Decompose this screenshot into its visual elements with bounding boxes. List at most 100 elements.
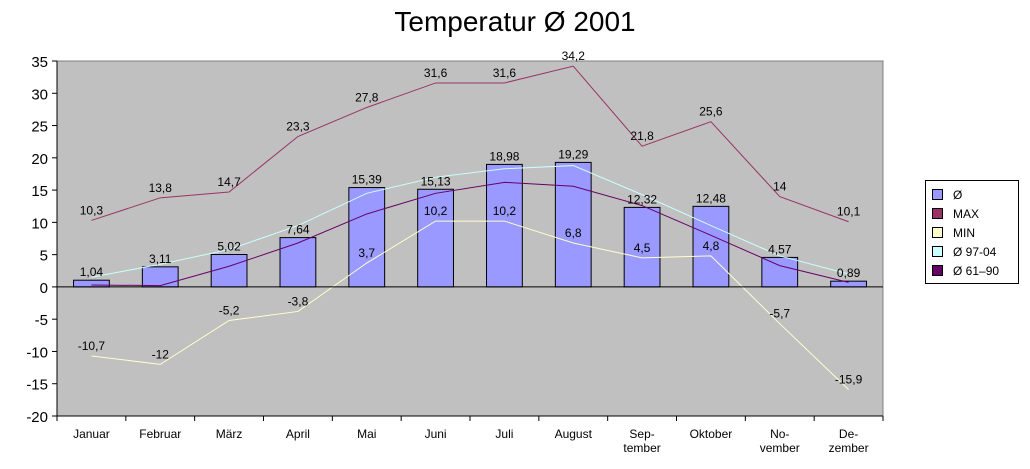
x-tick-label-line: tember <box>623 441 660 455</box>
x-tick-label-line: Januar <box>73 427 110 441</box>
data-label: 19,29 <box>558 147 588 161</box>
data-label: 10,3 <box>80 203 104 217</box>
data-label: 15,39 <box>352 173 382 187</box>
data-label: 10,1 <box>837 205 861 219</box>
x-tick-label: März <box>216 427 243 441</box>
data-label: -3,8 <box>288 294 309 308</box>
bar-5 <box>417 188 454 288</box>
legend-label: MAX <box>953 206 980 221</box>
data-label: 31,6 <box>493 66 517 80</box>
series-line-1 <box>91 220 849 390</box>
x-tick-label-line: Juli <box>495 427 513 441</box>
legend-swatch <box>932 227 943 238</box>
data-label: 12,48 <box>696 191 726 205</box>
data-label: 10,2 <box>424 204 448 218</box>
y-tick-label: 35 <box>31 54 48 71</box>
bar-2 <box>210 254 248 288</box>
legend-label: Ø <box>953 187 963 202</box>
data-label: 0,89 <box>837 266 861 280</box>
x-tick-label-line: De- <box>839 427 858 441</box>
data-label: 34,2 <box>562 49 586 63</box>
legend-label: Ø 97-04 <box>953 244 997 259</box>
data-label: -12 <box>152 347 170 361</box>
data-label: 6,8 <box>565 226 582 240</box>
chart-title: Temperatur Ø 2001 <box>394 6 636 37</box>
legend-swatch <box>932 189 943 200</box>
x-tick-label-line: März <box>216 427 243 441</box>
data-label: 4,8 <box>703 239 720 253</box>
data-label: 18,98 <box>489 149 519 163</box>
data-label: 14,7 <box>217 175 241 189</box>
y-tick-label: 0 <box>40 280 48 297</box>
data-label: 4,5 <box>634 241 651 255</box>
data-label: -5,2 <box>219 303 240 317</box>
y-tick-label: -5 <box>35 312 48 329</box>
data-label: -10,7 <box>78 339 106 353</box>
data-label: 1,04 <box>80 265 104 279</box>
data-label: 27,8 <box>355 90 379 104</box>
x-tick-label: April <box>286 427 310 441</box>
x-tick-label-line: zember <box>829 441 869 455</box>
lines-layer <box>91 65 849 390</box>
y-tick-label: 30 <box>31 86 48 103</box>
data-label: 3,7 <box>358 246 375 260</box>
legend-item: Ø <box>932 185 1012 204</box>
x-tick-label: Sep-tember <box>623 427 660 455</box>
series-line-0 <box>91 65 849 223</box>
x-tick-label: Oktober <box>690 427 733 441</box>
x-tick-label: Mai <box>357 427 376 441</box>
data-label: 15,13 <box>421 174 451 188</box>
data-label: -15,9 <box>835 373 863 387</box>
x-tick-label-line: Oktober <box>690 427 733 441</box>
y-tick-label: 15 <box>31 183 48 200</box>
data-label: 4,57 <box>768 242 792 256</box>
y-tick-label: 5 <box>40 248 48 265</box>
data-label: 14 <box>773 180 787 194</box>
bars-layer <box>73 161 867 288</box>
x-tick-label: Januar <box>73 427 110 441</box>
data-label: 10,2 <box>493 204 517 218</box>
plot-area <box>56 60 884 417</box>
x-tick-label-line: Juni <box>425 427 447 441</box>
legend-item: MIN <box>932 223 1012 242</box>
bar-1 <box>141 266 179 288</box>
bar-0 <box>73 279 110 288</box>
x-tick-label: Juni <box>425 427 447 441</box>
bar-4 <box>348 187 386 288</box>
data-label: 5,02 <box>217 240 241 254</box>
series-line-3 <box>91 181 849 287</box>
x-tick-label-line: vember <box>760 441 800 455</box>
data-label: 3,11 <box>149 252 172 266</box>
axes-layer: 35 30 25 20 15 10 5 0 -5 -10 -15 -20 Januar Februar Mä… <box>26 54 884 455</box>
x-tick-label: Februar <box>139 427 181 441</box>
data-labels-layer: 1,04 3,11 5,02 7,64 15,39 15,13 18,98 19,29 12,3… <box>78 49 863 386</box>
series-line-2 <box>91 165 849 278</box>
legend-label: Ø 61–90 <box>953 263 1000 278</box>
y-tick-label: 10 <box>31 215 48 232</box>
data-label: 21,8 <box>630 129 654 143</box>
bar-10 <box>761 256 799 288</box>
data-label: 13,8 <box>149 181 173 195</box>
legend-swatch <box>932 208 943 219</box>
y-tick-label: -15 <box>26 377 48 394</box>
data-label: 23,3 <box>286 120 310 134</box>
data-label: 25,6 <box>699 105 723 119</box>
y-tick-label: -10 <box>26 344 48 361</box>
data-label: 31,6 <box>424 66 448 80</box>
bar-3 <box>279 237 317 288</box>
y-tick-label: -20 <box>26 409 48 426</box>
x-tick-label: August <box>555 427 593 441</box>
x-tick-label-line: April <box>286 427 310 441</box>
x-tick-label-line: Februar <box>139 427 181 441</box>
x-tick-label-line: Sep- <box>629 427 654 441</box>
bar-7 <box>554 161 592 288</box>
x-tick-label-line: August <box>555 427 593 441</box>
x-tick-label: No-vember <box>760 427 800 455</box>
legend-item: MAX <box>932 204 1012 223</box>
data-label: -5,7 <box>769 307 790 321</box>
y-tick-label: 20 <box>31 151 48 168</box>
legend-swatch <box>932 265 943 276</box>
bar-6 <box>486 163 523 288</box>
x-tick-label: De-zember <box>829 427 869 455</box>
